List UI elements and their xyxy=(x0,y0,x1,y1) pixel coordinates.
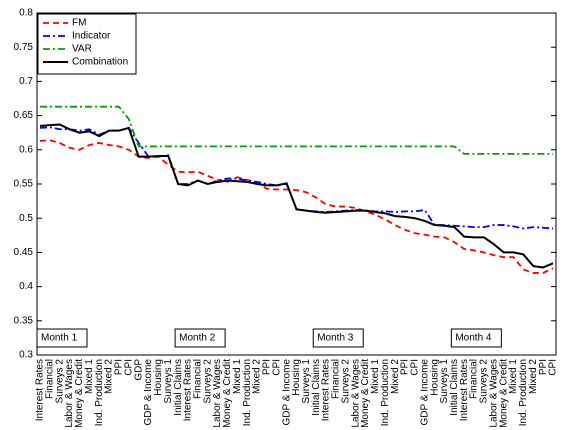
x-tick-label: Initial Claims xyxy=(173,359,184,416)
x-tick-label: Initial Claims xyxy=(449,359,460,416)
x-tick-label: Surveys 1 xyxy=(439,359,450,404)
x-tick-label: Interest Rates xyxy=(183,359,194,421)
x-tick-label: Financial xyxy=(45,359,56,399)
y-tick-label: 0.55 xyxy=(14,179,34,190)
x-tick-label: GDP & Income xyxy=(281,359,292,426)
y-tick-label: 0.35 xyxy=(14,315,34,326)
legend-label: Combination xyxy=(72,57,128,68)
x-tick-label: PPI xyxy=(262,359,273,375)
series-line xyxy=(40,105,553,155)
x-tick-label: Financial xyxy=(469,359,480,399)
x-tick-label: CPI xyxy=(548,359,559,376)
y-tick-label: 0.4 xyxy=(19,281,33,292)
legend-label: FM xyxy=(72,18,86,29)
x-tick-label: Surveys 2 xyxy=(340,359,351,404)
series-line xyxy=(39,139,554,274)
y-tick-label: 0.7 xyxy=(19,76,33,87)
annotation: Month 2 xyxy=(179,333,216,344)
x-tick-label: CPI xyxy=(271,359,282,376)
x-tick-label: Money & Credit xyxy=(498,359,509,428)
x-tick-label: GDP & Income xyxy=(143,359,154,426)
x-tick-label: Money & Credit xyxy=(222,359,233,428)
x-tick-label: Ind. Production xyxy=(518,359,529,426)
x-tick-label: Labor & Wages xyxy=(64,359,75,428)
x-tick-label: PPI xyxy=(114,359,125,375)
series-line xyxy=(39,123,554,269)
x-tick-label: GDP & Income xyxy=(419,359,430,426)
x-tick-label: Mixed 2 xyxy=(252,359,263,394)
x-tick-label: CPI xyxy=(123,359,134,376)
x-tick-label: Financial xyxy=(331,359,342,399)
x-tick-label: Mixed 2 xyxy=(390,359,401,394)
x-tick-label: PPI xyxy=(400,359,411,375)
annotation-box xyxy=(36,328,88,348)
x-tick-label: Surveys 1 xyxy=(301,359,312,404)
x-tick-label: Mixed 2 xyxy=(528,359,539,394)
x-tick-label: Mixed 1 xyxy=(508,359,519,394)
annotation-box xyxy=(450,328,502,348)
annotation: Month 1 xyxy=(41,333,78,344)
annotation: Month 4 xyxy=(455,333,492,344)
x-tick-label: CPI xyxy=(410,359,421,376)
x-tick-label: Labor & Wages xyxy=(350,359,361,428)
x-tick-label: Interest Rates xyxy=(35,359,46,421)
annotation: Month 3 xyxy=(317,333,354,344)
x-tick-label: GDP xyxy=(133,359,144,381)
x-tick-label: Money & Credit xyxy=(360,359,371,428)
x-tick-label: Housing xyxy=(153,359,164,396)
x-tick-label: Ind. Production xyxy=(94,359,105,426)
y-tick-label: 0.65 xyxy=(14,110,34,121)
x-tick-label: Housing xyxy=(291,359,302,396)
x-tick-label: Labor & Wages xyxy=(212,359,223,428)
x-tick-label: Surveys 1 xyxy=(163,359,174,404)
x-tick-label: Money & Credit xyxy=(74,359,85,428)
x-tick-label: Housing xyxy=(429,359,440,396)
y-tick-label: 0.8 xyxy=(19,8,33,19)
x-tick-label: Mixed 2 xyxy=(104,359,115,394)
x-tick-label: Surveys 2 xyxy=(202,359,213,404)
x-tick-label: Labor & Wages xyxy=(488,359,499,428)
y-tick-label: 0.6 xyxy=(19,144,33,155)
x-tick-label: Interest Rates xyxy=(459,359,470,421)
x-tick-label: Ind. Production xyxy=(242,359,253,426)
y-tick-label: 0.45 xyxy=(14,247,34,258)
y-tick-label: 0.3 xyxy=(19,350,33,361)
x-tick-label: Initial Claims xyxy=(311,359,322,416)
legend-label: VAR xyxy=(72,44,92,55)
annotation-box xyxy=(174,328,226,348)
x-tick-label: PPI xyxy=(538,359,549,375)
x-tick-label: Mixed 1 xyxy=(232,359,243,394)
x-tick-label: Mixed 1 xyxy=(370,359,381,394)
annotation-box xyxy=(312,328,364,348)
x-tick-label: Ind. Production xyxy=(380,359,391,426)
legend-box xyxy=(37,13,137,75)
x-tick-label: Financial xyxy=(192,359,203,399)
legend-label: Indicator xyxy=(72,31,111,42)
x-tick-label: Surveys 2 xyxy=(54,359,65,404)
x-tick-label: Surveys 2 xyxy=(479,359,490,404)
y-tick-label: 0.75 xyxy=(14,42,34,53)
y-tick-label: 0.5 xyxy=(19,213,33,224)
x-tick-label: Mixed 1 xyxy=(84,359,95,394)
x-tick-label: Interest Rates xyxy=(321,359,332,421)
